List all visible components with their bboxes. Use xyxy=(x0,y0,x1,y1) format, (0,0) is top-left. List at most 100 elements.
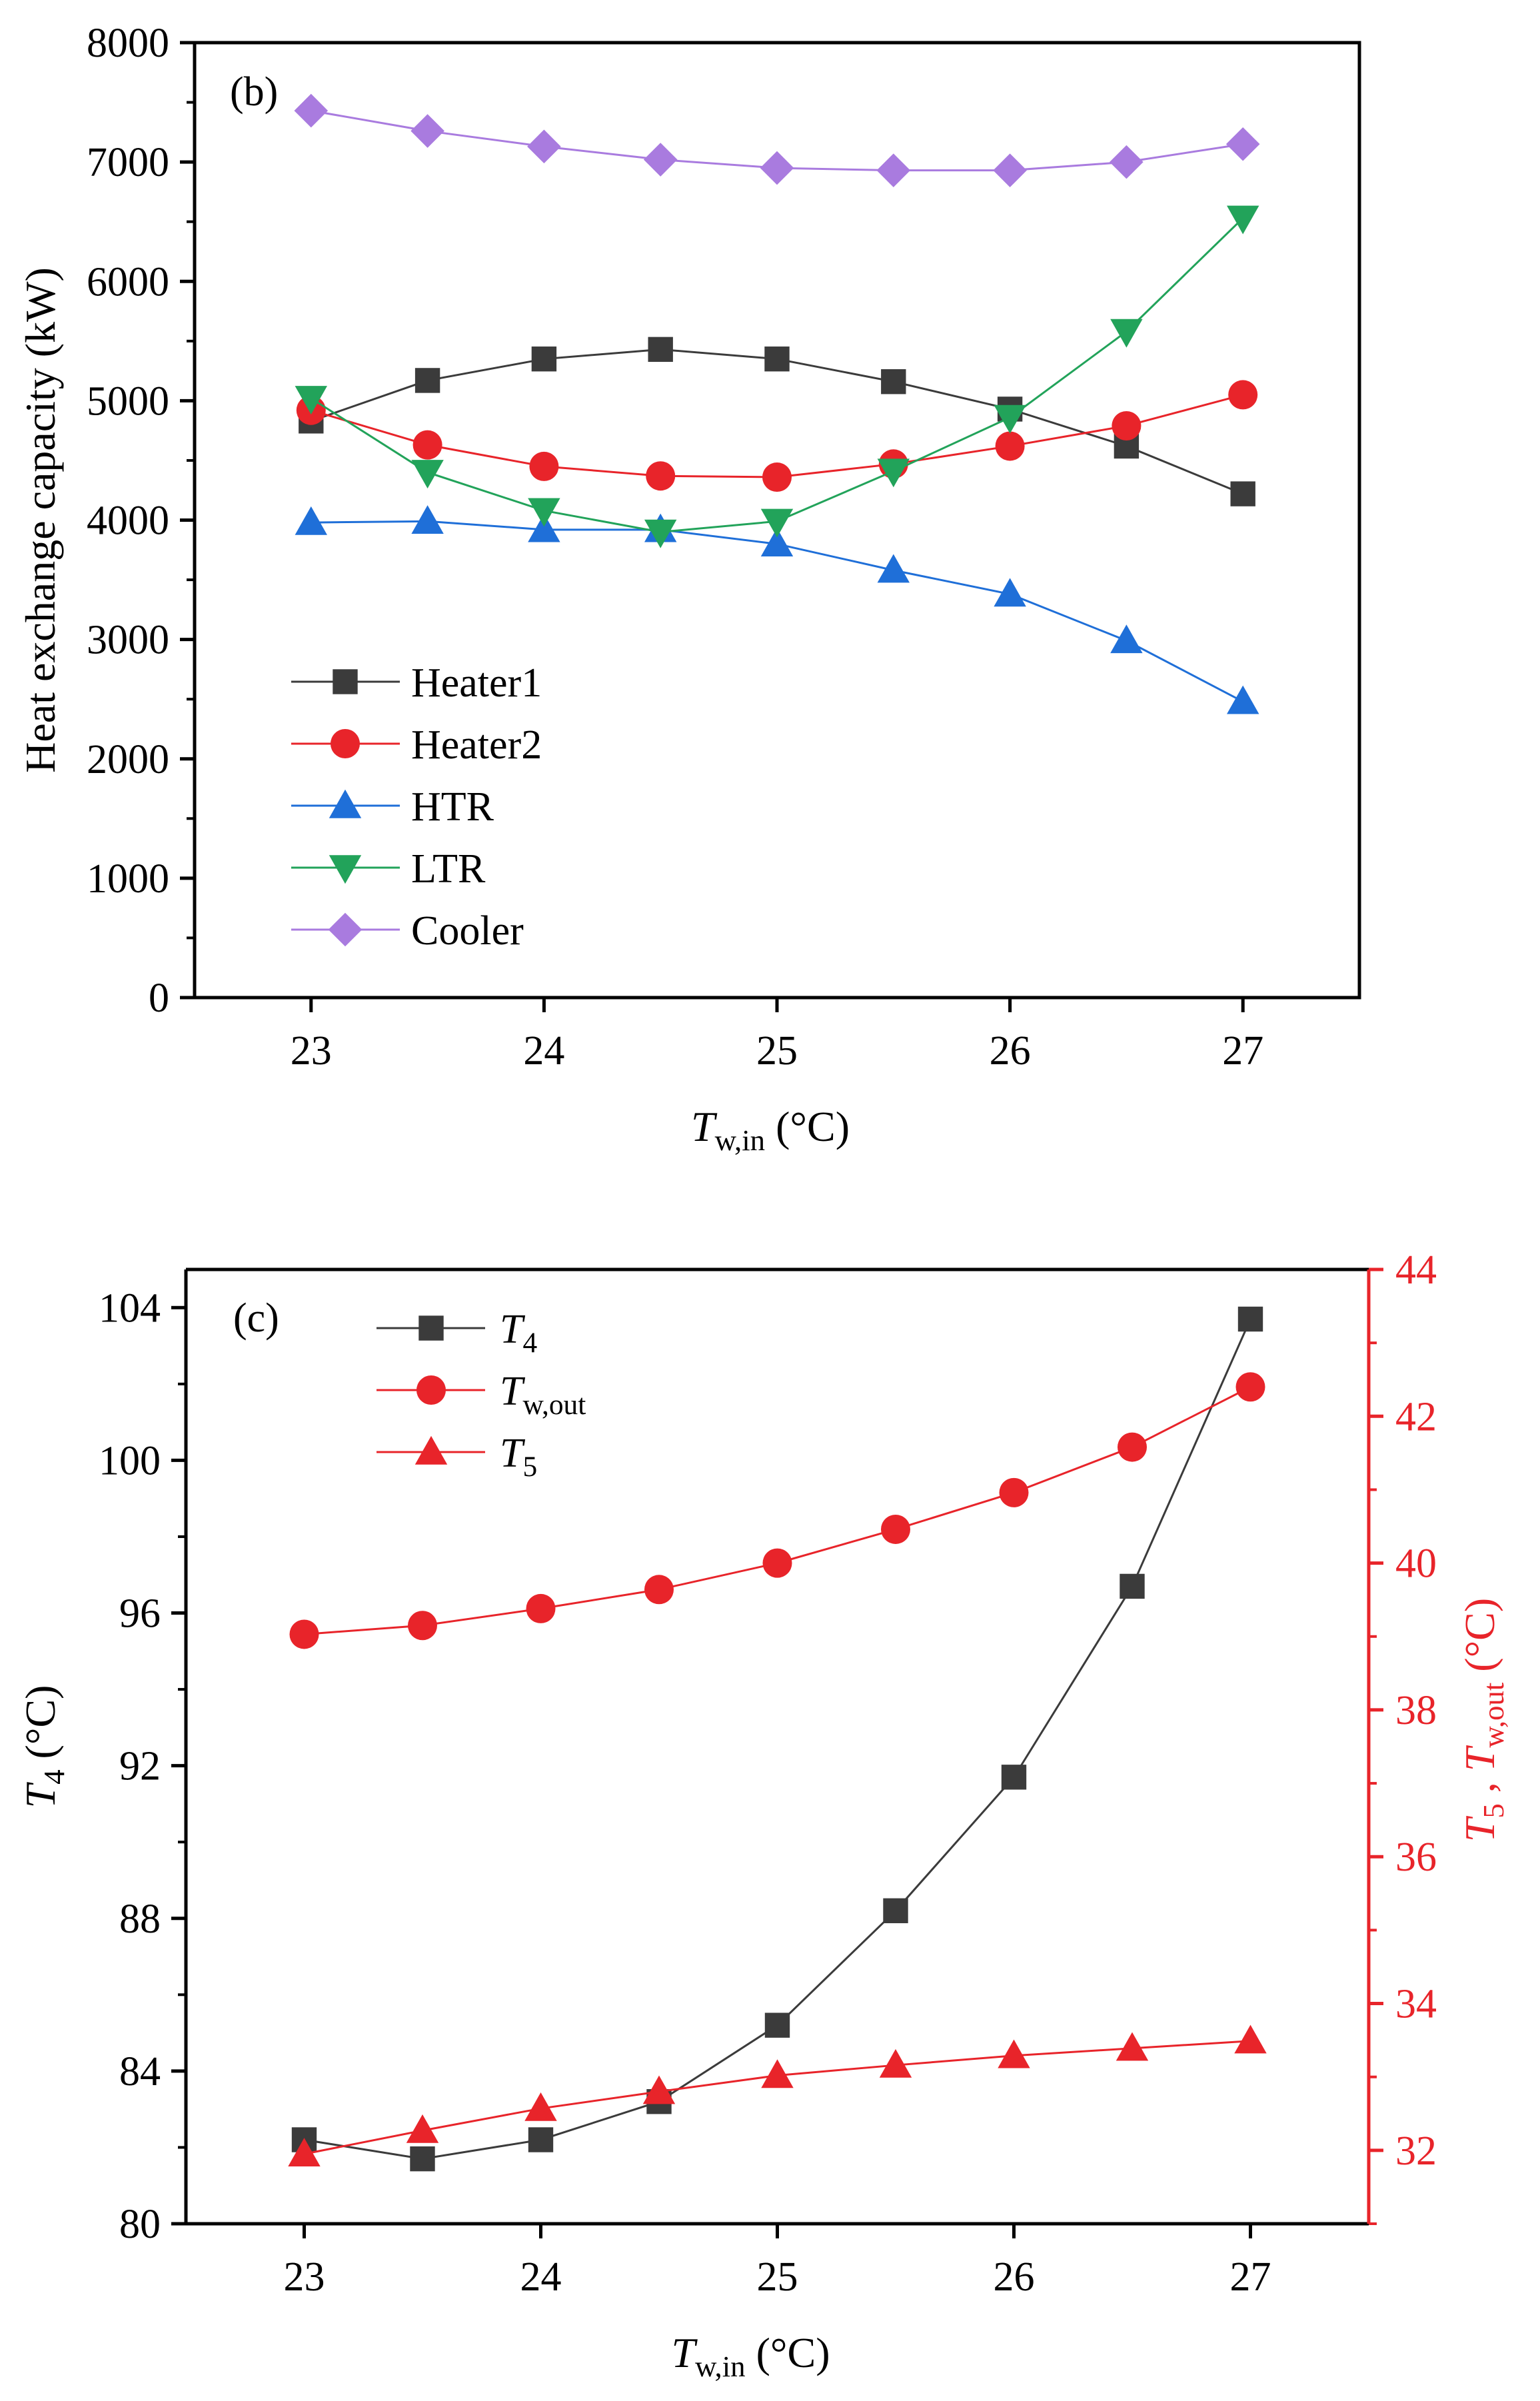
data-point-cooler xyxy=(993,153,1027,187)
data-point-cooler xyxy=(410,114,444,148)
data-point-t4 xyxy=(1001,1765,1027,1790)
y-left-axis-label: T4 (°C) xyxy=(17,1685,71,1809)
legend-marker-htr xyxy=(329,789,362,818)
y-left-label-sub: 4 xyxy=(37,1769,71,1784)
legend-label-cooler: Cooler xyxy=(411,908,524,954)
data-point-tw-out xyxy=(408,1611,437,1641)
legend-marker-t5 xyxy=(414,1435,448,1465)
y-tick-label: 7000 xyxy=(87,140,169,185)
data-point-htr xyxy=(994,578,1026,607)
data-point-cooler xyxy=(294,93,329,128)
y-right-label-sub1: 5 xyxy=(1477,1803,1510,1818)
y-left-label-unit: (°C) xyxy=(17,1685,64,1770)
y-left-label-main: T xyxy=(17,1781,64,1808)
y-left-tick-label: 100 xyxy=(99,1438,161,1483)
y-axis-label: Heat exchange capacity (kW) xyxy=(17,267,64,773)
data-point-ltr xyxy=(295,386,327,414)
data-point-htr xyxy=(1110,624,1143,654)
data-point-ltr xyxy=(1110,319,1143,348)
data-point-tw-out xyxy=(289,1619,319,1649)
legend-label-main: T xyxy=(500,1431,526,1476)
x-label-unit: (°C) xyxy=(765,1103,850,1150)
x-tick-label: 24 xyxy=(523,1028,564,1074)
panel-label-c: (c) xyxy=(233,1295,279,1341)
y-right-tick-label: 32 xyxy=(1395,2128,1437,2174)
y-left-tick-label: 84 xyxy=(119,2049,161,2094)
data-point-tw-out xyxy=(762,1548,792,1578)
y-tick-label: 8000 xyxy=(87,21,169,66)
data-point-heater1 xyxy=(531,346,557,372)
y-tick-label: 3000 xyxy=(87,618,169,663)
y-left-tick-label: 88 xyxy=(119,1897,161,1942)
series-line-t5 xyxy=(304,2040,1251,2155)
legend-label-sub: w,out xyxy=(522,1389,586,1421)
x-tick-label: 24 xyxy=(520,2254,562,2300)
legend-marker-t4 xyxy=(418,1315,444,1341)
data-point-tw-out xyxy=(999,1477,1029,1507)
data-point-t5 xyxy=(406,2114,439,2143)
x-tick-label: 26 xyxy=(990,1028,1031,1074)
x-axis-label: Tw,in (°C) xyxy=(691,1103,850,1157)
x-tick-label: 27 xyxy=(1230,2254,1271,2300)
data-point-cooler xyxy=(1110,145,1144,179)
data-point-htr xyxy=(411,505,444,534)
data-point-tw-out xyxy=(1235,1372,1265,1402)
legend-label-main: T xyxy=(500,1307,526,1352)
data-point-t4 xyxy=(1120,1573,1145,1599)
data-point-t5 xyxy=(879,2048,912,2078)
data-point-tw-out xyxy=(881,1514,910,1544)
data-point-cooler xyxy=(1225,127,1260,161)
data-point-tw-out xyxy=(1118,1432,1147,1462)
legend-marker-heater1 xyxy=(333,669,358,694)
series-tw-out xyxy=(289,1372,1265,1649)
data-point-heater2 xyxy=(762,462,792,492)
y-tick-label: 5000 xyxy=(87,379,169,424)
legend-label-sub: 4 xyxy=(522,1327,537,1359)
legend-marker-heater2 xyxy=(331,729,360,758)
data-point-heater2 xyxy=(646,461,676,491)
series-heater2 xyxy=(296,380,1258,492)
x-tick-label: 23 xyxy=(291,1028,332,1074)
x-label-main: T xyxy=(672,2329,698,2376)
y-right-label-main1: T xyxy=(1456,1815,1503,1842)
data-point-heater1 xyxy=(1230,481,1255,506)
y-left-tick-label: 92 xyxy=(119,1744,161,1789)
data-point-heater1 xyxy=(414,368,440,393)
legend-label-tw-out: Tw,out xyxy=(500,1369,586,1421)
y-tick-label: 6000 xyxy=(87,259,169,305)
data-point-t5 xyxy=(524,2092,557,2121)
y-right-tick-label: 36 xyxy=(1395,1835,1437,1880)
panel-label-b: (b) xyxy=(230,69,278,115)
data-point-t5 xyxy=(761,2059,794,2088)
data-point-ltr xyxy=(528,498,560,527)
data-point-t5 xyxy=(1234,2024,1267,2054)
data-point-htr xyxy=(877,554,910,583)
chart-c-temperatures: 23 24 25 26 27808488929610010432343638404244… xyxy=(17,1247,1510,2383)
legend-marker-ltr xyxy=(329,855,362,884)
data-point-heater1 xyxy=(648,337,673,363)
legend-marker-tw-out xyxy=(416,1375,446,1405)
x-label-unit: (°C) xyxy=(746,2329,830,2376)
data-point-ltr xyxy=(1227,205,1259,235)
y-right-tick-label: 38 xyxy=(1395,1688,1437,1733)
data-point-t5 xyxy=(642,2075,676,2104)
y-left-tick-label: 80 xyxy=(119,2202,161,2247)
legend-label-sub: 5 xyxy=(522,1451,537,1483)
x-tick-label: 23 xyxy=(284,2254,325,2300)
data-point-heater1 xyxy=(881,369,906,395)
legend-label-t5: T5 xyxy=(500,1431,537,1483)
data-point-heater1 xyxy=(764,346,790,372)
data-point-htr xyxy=(760,528,794,557)
data-point-tw-out xyxy=(644,1575,674,1605)
x-tick-label: 25 xyxy=(756,1028,798,1074)
chart-b-heat-exchange: 23 24 25 26 27 0 1000 2000 3000 4000 5000 6000 7000 8… xyxy=(17,21,1361,1157)
y-right-tick-label: 42 xyxy=(1395,1394,1437,1439)
x-label-sub: w,in xyxy=(715,1124,766,1157)
legend-label-heater1: Heater1 xyxy=(411,660,542,706)
x-axis-label: Tw,in (°C) xyxy=(672,2329,830,2383)
y-right-axis-label: T5 , Tw,out (°C) xyxy=(1456,1598,1510,1842)
data-point-t5 xyxy=(288,2138,321,2167)
series-t5 xyxy=(288,2024,1267,2167)
